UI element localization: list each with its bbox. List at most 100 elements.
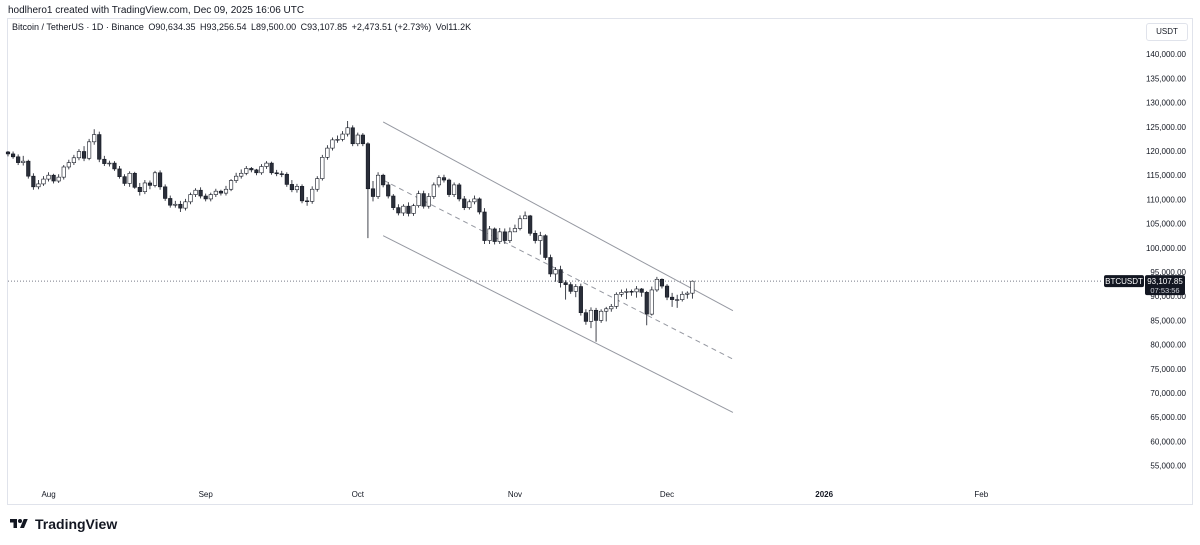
candle — [675, 294, 680, 308]
candle-body — [502, 231, 507, 241]
candle-body — [614, 293, 619, 307]
price-tick-label: 95,000.00 — [1150, 268, 1186, 277]
candle-body — [16, 156, 21, 163]
time-axis[interactable]: Aug Sep Oct Nov Dec 2026 Feb — [41, 490, 988, 499]
candle — [492, 227, 497, 245]
candle — [208, 192, 213, 202]
candle — [193, 188, 198, 197]
candle-body — [152, 172, 158, 186]
candle — [31, 173, 36, 190]
price-tick-label: 60,000.00 — [1150, 437, 1186, 446]
candle — [223, 185, 229, 196]
candle — [315, 176, 320, 192]
candle-body — [163, 186, 168, 199]
regression-channel[interactable] — [382, 121, 734, 413]
candle-body — [310, 188, 315, 202]
price-tag: BTCUSDT 93,107.85 07:53:56 — [1104, 275, 1185, 296]
candle — [249, 166, 254, 173]
legend-volume: Vol11.2K — [435, 22, 472, 32]
candle — [97, 131, 102, 163]
candle-body — [305, 200, 310, 202]
candle — [411, 203, 416, 216]
candle — [254, 168, 259, 176]
candle-body — [523, 215, 528, 220]
price-tick-label: 140,000.00 — [1146, 50, 1187, 59]
channel-upper-line[interactable] — [382, 121, 734, 312]
candle — [426, 193, 431, 209]
candle-body — [340, 133, 345, 140]
candle-body — [365, 143, 371, 190]
candle — [51, 173, 56, 184]
price-tick-label: 115,000.00 — [1147, 171, 1187, 180]
candle — [446, 178, 452, 197]
candle-body — [294, 186, 300, 191]
candle — [137, 182, 142, 196]
channel-mid-line[interactable] — [382, 179, 734, 360]
candle — [71, 154, 76, 166]
candle — [639, 287, 644, 297]
chart-frame[interactable] — [7, 18, 1193, 505]
candle-body — [467, 201, 472, 208]
price-axis[interactable]: 55,000.00 60,000.00 65,000.00 70,000.00 75,0… — [1146, 50, 1187, 470]
candle — [472, 195, 477, 205]
candle — [619, 289, 624, 297]
candle — [345, 121, 350, 137]
currency-button[interactable]: USDT — [1146, 23, 1188, 41]
candle-body — [107, 162, 112, 165]
candle-body — [624, 291, 629, 293]
candle — [289, 180, 294, 193]
brand[interactable]: TradingView — [8, 516, 117, 532]
candle-body — [239, 172, 244, 177]
candle — [467, 199, 472, 210]
candle-body — [335, 139, 340, 141]
candle-body — [492, 228, 497, 242]
candle — [629, 289, 634, 296]
price-tag-price: 93,107.85 — [1147, 277, 1183, 286]
candle-body — [360, 134, 365, 145]
candle — [340, 131, 345, 142]
price-tag-countdown: 07:53:56 — [1150, 286, 1179, 295]
legend-open: O90,634.35 — [148, 22, 196, 32]
candle-body — [609, 306, 614, 310]
candle — [381, 173, 386, 188]
candle-body — [87, 141, 92, 159]
candle-body — [299, 186, 305, 202]
candle-body — [193, 189, 198, 195]
candle-body — [320, 157, 325, 179]
candle — [482, 208, 487, 244]
candle-body — [117, 168, 122, 177]
candle — [102, 155, 107, 167]
price-tick-label: 110,000.00 — [1147, 195, 1187, 204]
candle-body — [664, 285, 670, 298]
candle-body — [441, 177, 447, 181]
candle-body — [51, 174, 56, 182]
candle-body — [61, 166, 66, 178]
candle-body — [497, 231, 502, 242]
candle — [375, 172, 381, 199]
candle — [274, 169, 279, 177]
candle — [305, 196, 310, 206]
price-tag-symbol: BTCUSDT — [1105, 277, 1143, 286]
legend-high: H93,256.54 — [199, 22, 247, 32]
candle — [406, 202, 411, 217]
candle-body — [421, 193, 426, 207]
candle — [259, 164, 264, 175]
candle-body — [391, 195, 396, 208]
channel-lower-line[interactable] — [382, 235, 734, 413]
candle — [599, 309, 604, 323]
candle — [548, 254, 553, 277]
candle — [239, 169, 244, 179]
symbol-name[interactable]: Bitcoin / TetherUS · 1D · Binance — [12, 22, 144, 32]
candle-body — [244, 168, 249, 174]
candle — [350, 125, 355, 147]
candle-body — [279, 173, 284, 175]
candle-body — [223, 188, 229, 194]
candle — [391, 194, 396, 211]
price-tick-label: 55,000.00 — [1150, 462, 1186, 471]
candle-body — [654, 278, 659, 291]
candle-body — [482, 211, 487, 241]
price-tick-label: 80,000.00 — [1150, 341, 1186, 350]
candle — [122, 174, 127, 186]
brand-name: TradingView — [35, 516, 118, 532]
